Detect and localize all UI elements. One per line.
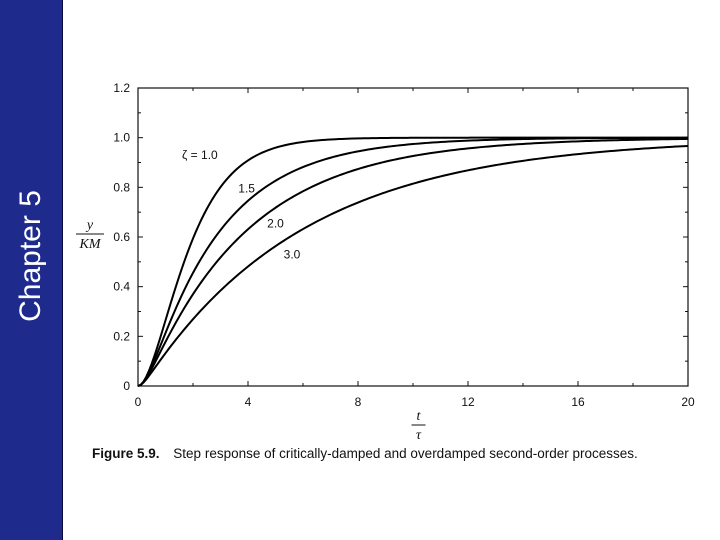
- step-response-chart: 0 4 8 12 16 20 0 0.2 0.4 0.6 0.8 1.0 1.2 ζ = 1.0 1.5 2…: [76, 81, 695, 440]
- x-axis-label-denominator: τ: [416, 428, 422, 440]
- x-axis-label-numerator: t: [417, 409, 422, 424]
- y-tick-label: 0.6: [113, 230, 130, 244]
- y-axis-label-denominator: KM: [79, 237, 102, 252]
- chapter-sidebar: Chapter 5: [0, 0, 63, 540]
- y-tick-label: 0.2: [113, 329, 130, 343]
- y-tick-label: 1.2: [113, 81, 130, 95]
- y-tick-label: 0: [123, 379, 130, 393]
- figure-caption-label: Figure 5.9.: [92, 446, 160, 461]
- y-tick-label: 1.0: [113, 131, 130, 145]
- x-tick-label: 0: [135, 395, 142, 409]
- plot-frame: [137, 87, 689, 387]
- x-tick-label: 4: [245, 395, 252, 409]
- series-label: 2.0: [267, 216, 284, 230]
- x-tick-label: 20: [681, 395, 695, 409]
- figure-caption: Figure 5.9. Step response of critically-…: [92, 446, 712, 461]
- x-tick-label: 16: [571, 395, 585, 409]
- series-label: 3.0: [284, 247, 301, 261]
- series-label: ζ = 1.0: [182, 148, 218, 162]
- y-tick-label: 0.4: [113, 280, 130, 294]
- series-line-zeta-1: [137, 136, 688, 387]
- series-label: 1.5: [238, 182, 255, 196]
- y-tick-label: 0.8: [113, 180, 130, 194]
- series-line-zeta-3: [137, 144, 689, 387]
- x-tick-label: 12: [461, 395, 475, 409]
- y-axis-label-numerator: y: [85, 218, 94, 233]
- series-line-zeta-2: [137, 137, 689, 387]
- figure-caption-text: Step response of critically-damped and o…: [173, 446, 638, 461]
- x-tick-label: 8: [355, 395, 362, 409]
- series-line-zeta-1.5: [137, 136, 688, 387]
